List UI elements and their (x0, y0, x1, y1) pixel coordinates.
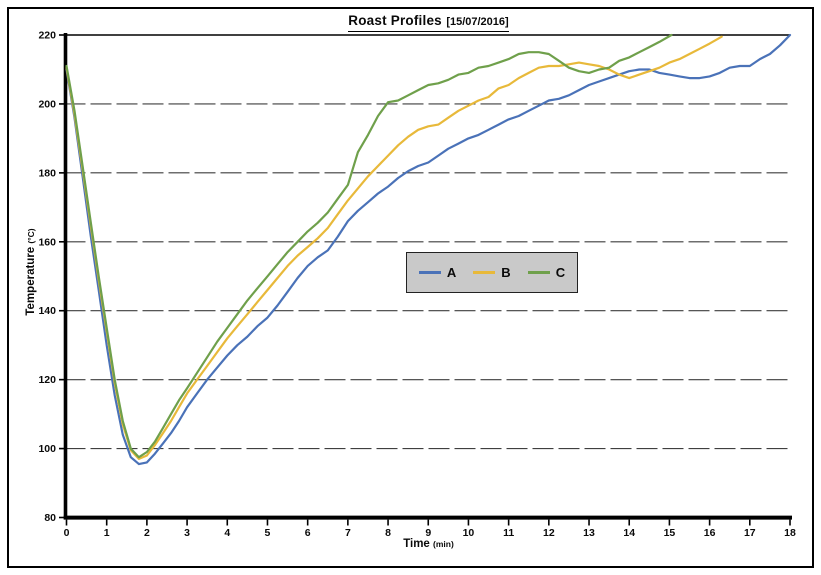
chart-title-underline: Roast Profiles [15/07/2016] (348, 12, 509, 32)
x-tick-label: 17 (744, 527, 756, 539)
chart-title-date: [15/07/2016] (446, 16, 509, 28)
legend: A B C (406, 252, 578, 293)
chart-title-text: Roast Profiles (348, 13, 442, 28)
legend-swatch-B (473, 271, 496, 274)
legend-label-B: B (501, 265, 511, 280)
x-tick-label: 14 (623, 527, 635, 539)
legend-item-B: B (473, 265, 511, 280)
y-axis-unit: (°C) (26, 228, 36, 244)
y-tick-label: 220 (38, 30, 56, 42)
x-tick-label: 2 (144, 527, 150, 539)
legend-swatch-A (418, 271, 441, 274)
legend-item-A: A (418, 265, 457, 280)
chart-title: Roast Profiles [15/07/2016] (67, 12, 790, 32)
x-tick-label: 15 (664, 527, 676, 539)
x-tick-label: 16 (704, 527, 716, 539)
x-axis-unit: (min) (433, 539, 454, 549)
y-axis-title-text: Temperature (25, 246, 37, 316)
legend-label-C: C (555, 265, 566, 280)
x-tick-label: 7 (345, 527, 351, 539)
y-tick-label: 140 (38, 305, 56, 317)
y-axis-title: Temperature (°C) (25, 228, 37, 315)
x-tick-label: 11 (503, 527, 514, 539)
y-tick-label: 80 (44, 512, 56, 524)
legend-swatch-C (527, 271, 550, 274)
x-axis-title-text: Time (403, 538, 430, 550)
legend-item-C: C (527, 265, 566, 280)
y-tick-label: 100 (38, 443, 56, 455)
x-tick-label: 0 (64, 527, 70, 539)
y-tick-label: 200 (38, 98, 56, 110)
x-tick-label: 3 (184, 527, 190, 539)
y-tick-label: 180 (38, 167, 56, 179)
x-tick-label: 13 (583, 527, 595, 539)
y-tick-label: 120 (38, 374, 56, 386)
series-line-B (65, 35, 723, 460)
x-tick-label: 18 (784, 527, 796, 539)
x-tick-label: 6 (305, 527, 311, 539)
x-tick-label: 8 (385, 527, 391, 539)
x-tick-label: 5 (265, 527, 271, 539)
x-tick-label: 10 (463, 527, 475, 539)
x-tick-label: 9 (425, 527, 431, 539)
series-line-A (65, 33, 792, 466)
y-tick-label: 160 (38, 236, 56, 248)
x-tick-label: 1 (104, 527, 110, 539)
x-tick-label: 4 (224, 527, 230, 539)
x-axis-title: Time (min) (67, 538, 790, 550)
x-tick-label: 12 (543, 527, 555, 539)
legend-label-A: A (446, 265, 457, 280)
series-line-C (65, 33, 673, 459)
